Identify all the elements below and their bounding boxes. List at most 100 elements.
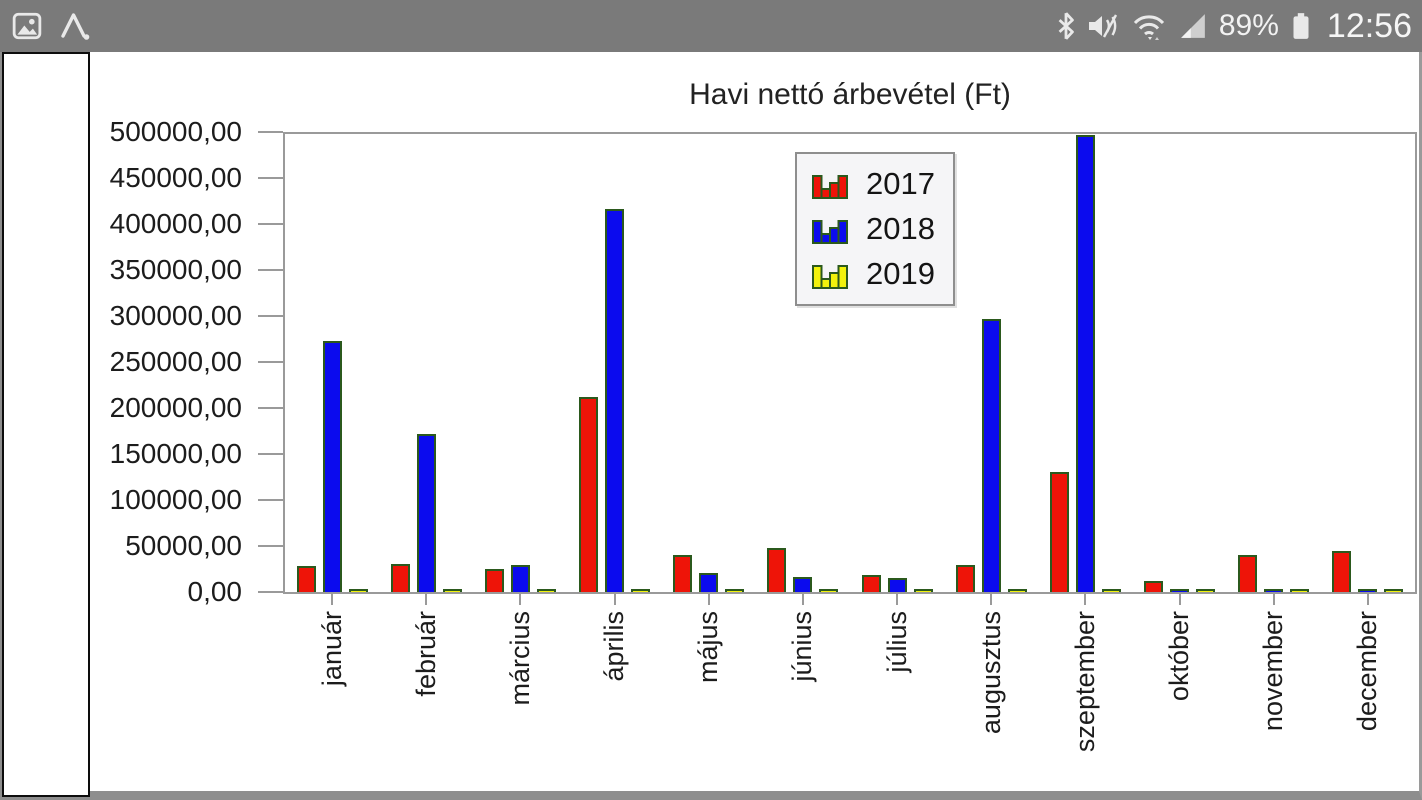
bar-2018-március bbox=[510, 565, 530, 592]
bar-2019-december bbox=[1384, 589, 1404, 592]
y-axis: 0,00 50000,00 100000,00 150000,00 200000,00 2… bbox=[90, 116, 283, 607]
x-axis-tick bbox=[519, 592, 522, 605]
bar-2018-július bbox=[887, 578, 907, 592]
chart-title: Havi nettó árbevétel (Ft) bbox=[689, 78, 1011, 111]
battery-icon bbox=[1291, 11, 1311, 41]
y-axis-label: 0,00 bbox=[187, 576, 243, 607]
y-axis-label: 400000,00 bbox=[109, 208, 242, 239]
bar-2019-június bbox=[819, 589, 839, 592]
bar-2017-december bbox=[1332, 551, 1352, 592]
y-axis-label: 350000,00 bbox=[109, 254, 242, 285]
bluetooth-icon bbox=[1057, 11, 1075, 41]
x-axis-label-szeptember: szeptember bbox=[1069, 611, 1100, 753]
y-axis-tick bbox=[258, 315, 283, 317]
bar-2019-augusztus bbox=[1007, 589, 1027, 592]
month-column-december: december bbox=[1321, 134, 1415, 731]
bar-2017-március bbox=[484, 569, 504, 592]
month-column-július: július bbox=[850, 134, 944, 673]
month-column-január: január bbox=[285, 134, 379, 686]
bar-2017-szeptember bbox=[1049, 472, 1069, 592]
bar-2019-január bbox=[348, 589, 368, 592]
bar-2018-november bbox=[1264, 589, 1284, 592]
x-axis-tick bbox=[1084, 592, 1087, 605]
bar-2017-április bbox=[579, 397, 599, 592]
legend-label-2017: 2017 bbox=[866, 166, 935, 201]
bar-2018-december bbox=[1358, 589, 1378, 592]
month-column-augusztus: augusztus bbox=[944, 134, 1038, 734]
y-axis-label: 150000,00 bbox=[109, 438, 242, 469]
y-axis-label: 200000,00 bbox=[109, 392, 242, 423]
y-axis-tick bbox=[258, 453, 283, 455]
bar-2017-január bbox=[296, 566, 316, 592]
legend: 2017 2018 2019 bbox=[795, 152, 955, 306]
bar-2019-február bbox=[442, 589, 462, 592]
month-column-március: március bbox=[473, 134, 567, 706]
month-column-szeptember: szeptember bbox=[1038, 134, 1132, 752]
bar-2018-október bbox=[1170, 589, 1190, 592]
wifi-icon bbox=[1131, 11, 1167, 41]
status-bar[interactable]: 89% 12:56 bbox=[0, 0, 1422, 52]
x-axis-tick bbox=[331, 592, 334, 605]
bar-2018-január bbox=[322, 341, 342, 592]
x-axis-tick bbox=[707, 592, 710, 605]
bar-2019-szeptember bbox=[1101, 589, 1121, 592]
bar-2017-október bbox=[1144, 581, 1164, 592]
legend-bar-chart-icon-2017 bbox=[812, 175, 848, 199]
y-axis-label: 250000,00 bbox=[109, 346, 242, 377]
y-axis-label: 100000,00 bbox=[109, 484, 242, 515]
y-axis-tick bbox=[258, 545, 283, 547]
y-axis-tick bbox=[258, 223, 283, 225]
side-panel[interactable] bbox=[2, 52, 90, 797]
bar-2019-november bbox=[1290, 589, 1310, 592]
legend-bar-chart-icon-2018 bbox=[812, 220, 848, 244]
bar-2017-július bbox=[861, 575, 881, 592]
x-axis-tick bbox=[896, 592, 899, 605]
x-axis-label-március: március bbox=[504, 611, 535, 706]
bar-2017-február bbox=[390, 564, 410, 592]
bar-2018-február bbox=[416, 434, 436, 592]
bar-2017-május bbox=[673, 555, 693, 592]
chart-view[interactable]: Havi nettó árbevétel (Ft) 0,00 50000,00 10… bbox=[90, 52, 1422, 800]
gallery-icon bbox=[12, 11, 42, 41]
bar-2017-november bbox=[1238, 555, 1258, 592]
bar-2018-augusztus bbox=[981, 319, 1001, 592]
letter-a-icon bbox=[58, 11, 92, 41]
cellular-signal-icon bbox=[1179, 12, 1207, 40]
bar-2019-április bbox=[631, 589, 651, 592]
bar-2019-május bbox=[725, 589, 745, 592]
y-axis-tick bbox=[258, 131, 283, 133]
x-axis-label-június: június bbox=[787, 611, 818, 682]
x-axis-tick bbox=[613, 592, 616, 605]
month-column-április: április bbox=[568, 134, 662, 682]
x-axis-label-augusztus: augusztus bbox=[975, 611, 1006, 735]
x-axis-tick bbox=[1178, 592, 1181, 605]
bar-2018-június bbox=[793, 577, 813, 592]
bar-2018-május bbox=[699, 573, 719, 592]
legend-item-2018: 2018 bbox=[811, 211, 935, 247]
legend-label-2018: 2018 bbox=[866, 211, 935, 246]
legend-label-2019: 2019 bbox=[866, 256, 935, 291]
x-axis-label-április: április bbox=[599, 611, 630, 682]
notification-icons bbox=[12, 11, 92, 41]
y-axis-tick bbox=[258, 591, 283, 593]
y-axis-label: 50000,00 bbox=[125, 530, 242, 561]
x-axis-label-január: január bbox=[316, 611, 347, 687]
x-axis-label-május: május bbox=[693, 611, 724, 684]
bar-2017-június bbox=[767, 548, 787, 592]
bar-2019-március bbox=[536, 589, 556, 592]
bar-2018-április bbox=[605, 209, 625, 592]
x-axis-tick bbox=[990, 592, 993, 605]
bar-2018-szeptember bbox=[1075, 135, 1095, 592]
clock-time: 12:56 bbox=[1326, 6, 1412, 45]
mute-vibrate-icon bbox=[1087, 11, 1119, 41]
month-column-június: június bbox=[756, 134, 850, 682]
y-axis-label: 450000,00 bbox=[109, 162, 242, 193]
month-column-február: február bbox=[379, 134, 473, 697]
plot-area: január február március április május június jú… bbox=[283, 132, 1417, 752]
x-axis-label-február: február bbox=[410, 611, 441, 697]
x-axis-tick bbox=[801, 592, 804, 605]
x-axis-tick bbox=[425, 592, 428, 605]
bar-2017-augusztus bbox=[955, 565, 975, 592]
battery-percent: 89% bbox=[1218, 9, 1279, 42]
y-axis-tick bbox=[258, 361, 283, 363]
